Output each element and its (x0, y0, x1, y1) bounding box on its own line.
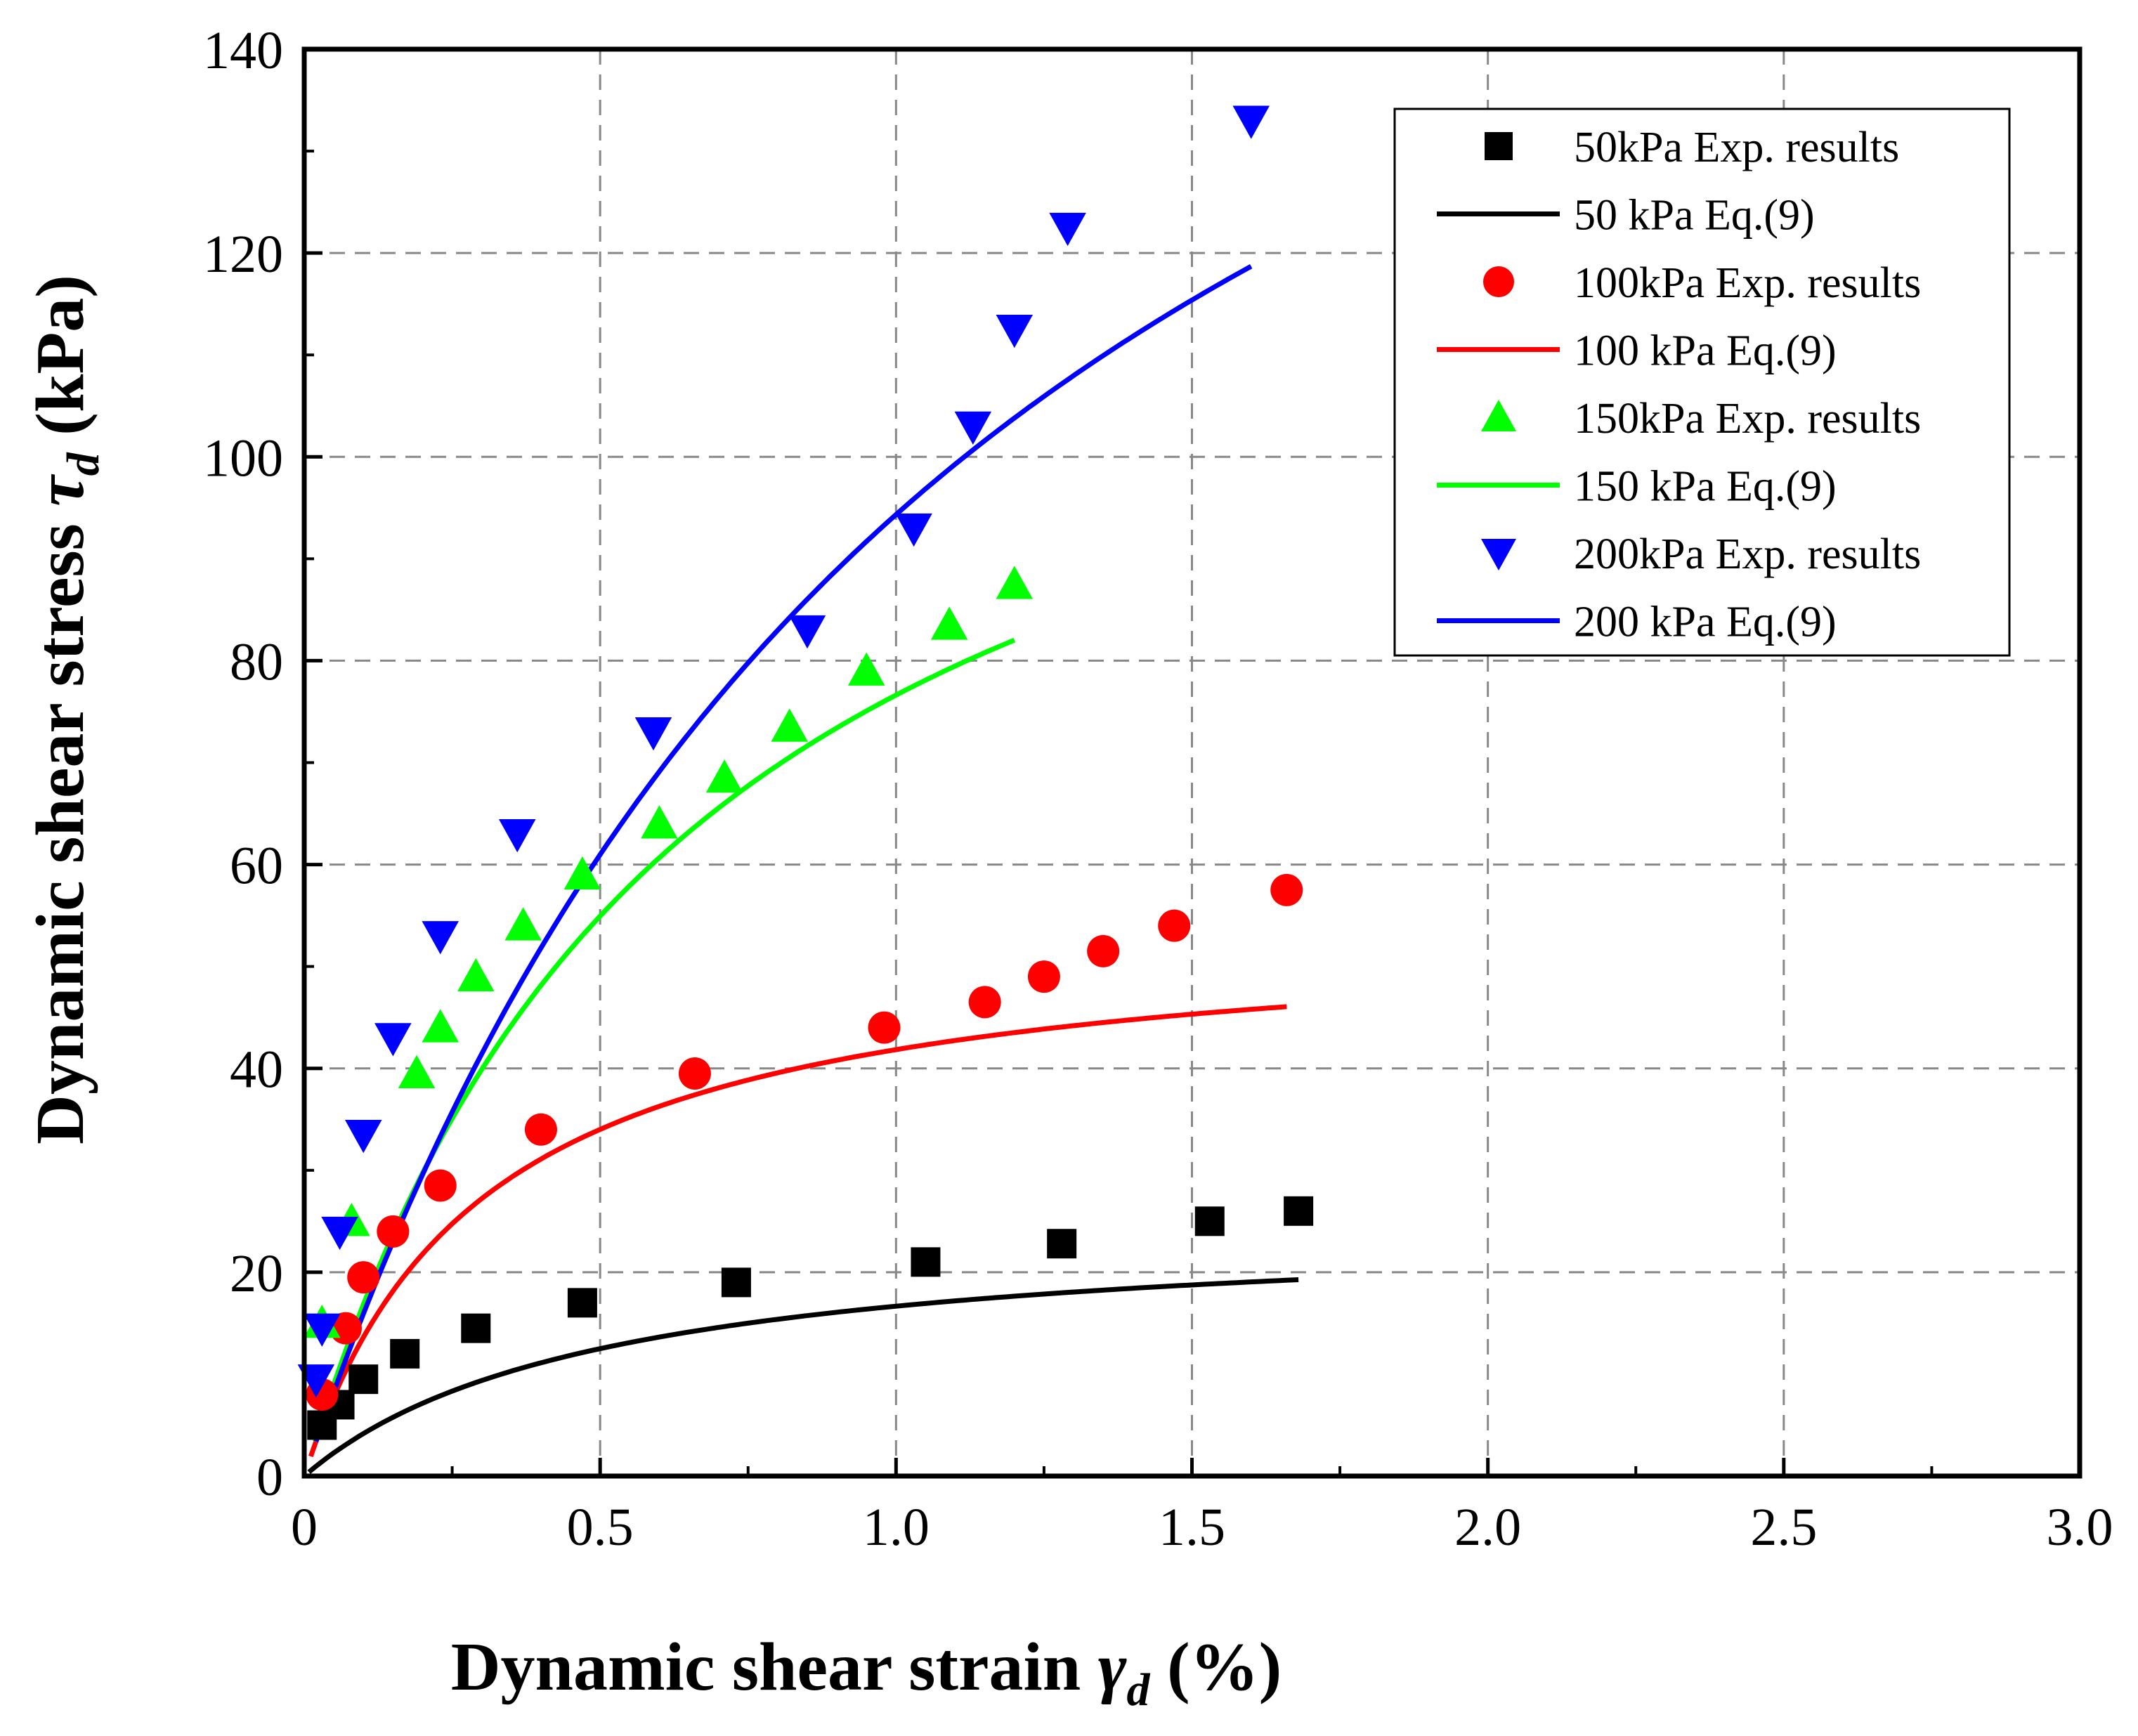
fit-curves (307, 264, 1299, 1475)
legend: 50kPa Exp. results 50 kPa Eq.(9) 100kPa Ex… (1393, 107, 2011, 657)
data-point-s4-4 (374, 1023, 412, 1057)
legend-label-0: 50kPa Exp. results (1574, 124, 1899, 171)
data-point-s2-5 (524, 1113, 557, 1146)
x-tick-label-6: 3.0 (2047, 1498, 2113, 1557)
data-point-s3-4 (457, 958, 495, 992)
y-axis-title-main: Dynamic shear stress (22, 507, 98, 1144)
x-axis-title: Dynamic shear strain γd (%) (451, 1629, 1282, 1716)
data-point-s2-4 (424, 1169, 457, 1202)
legend-swatch-6 (1481, 539, 1516, 570)
data-point-s3-11 (930, 606, 968, 640)
data-point-s3-2 (398, 1055, 436, 1088)
y-axis-title-symbol: τ (22, 474, 98, 507)
minor-ticks (304, 150, 1934, 1476)
data-point-s1-7 (911, 1247, 941, 1277)
data-point-s4-3 (344, 1120, 382, 1154)
legend-label-5: 150 kPa Eq.(9) (1574, 463, 1837, 511)
x-tick-label-3: 1.5 (1159, 1498, 1225, 1557)
data-point-s2-10 (1087, 934, 1120, 967)
data-points (297, 105, 1314, 1440)
x-tick-label-4: 2.0 (1454, 1498, 1521, 1557)
data-point-s1-6 (721, 1267, 751, 1298)
data-point-s2-2 (347, 1261, 380, 1294)
data-point-s2-6 (678, 1057, 711, 1090)
data-point-s3-7 (641, 805, 678, 839)
data-point-s4-11 (996, 314, 1034, 348)
data-point-s1-4 (461, 1313, 491, 1343)
y-tick-label-7: 140 (203, 21, 283, 80)
y-axis-title: Dynamic shear stress τd (kPa) (22, 275, 109, 1144)
y-tick-label-0: 0 (256, 1448, 283, 1507)
data-point-s4-10 (954, 411, 992, 445)
x-tick-label-0: 0 (291, 1498, 318, 1557)
legend-label-2: 100kPa Exp. results (1574, 259, 1921, 307)
data-point-s1-2 (348, 1364, 379, 1395)
y-tick-label-5: 100 (203, 429, 283, 488)
data-point-s3-6 (563, 856, 601, 890)
data-point-s1-3 (390, 1338, 420, 1369)
data-point-s4-5 (422, 921, 459, 955)
data-point-s1-8 (1047, 1229, 1077, 1259)
legend-label-7: 200 kPa Eq.(9) (1574, 599, 1837, 646)
x-tick-label-1: 0.5 (567, 1498, 634, 1557)
data-point-s2-9 (1027, 960, 1060, 993)
data-point-s3-3 (422, 1009, 459, 1043)
data-point-s2-11 (1158, 909, 1191, 942)
y-axis-title-subscript: d (58, 452, 109, 476)
y-axis-title-unit: (kPa) (22, 275, 98, 452)
legend-label-1: 50 kPa Eq.(9) (1574, 192, 1815, 240)
data-point-s2-8 (968, 986, 1001, 1019)
major-ticks (302, 47, 2082, 1478)
data-point-s4-8 (788, 615, 826, 649)
x-axis-title-unit: (%) (1150, 1629, 1282, 1705)
legend-swatch-2 (1483, 266, 1514, 297)
data-point-s3-5 (504, 907, 542, 941)
data-point-s1-9 (1194, 1206, 1225, 1236)
data-point-s2-7 (868, 1011, 901, 1044)
data-point-s4-7 (634, 717, 672, 751)
y-tick-label-6: 120 (203, 225, 283, 284)
y-tick-label-3: 60 (230, 837, 283, 896)
data-point-s4-2 (321, 1216, 358, 1251)
data-point-s3-9 (771, 708, 808, 742)
legend-label-3: 100 kPa Eq.(9) (1574, 327, 1837, 375)
y-tick-label-2: 40 (230, 1040, 283, 1099)
data-point-s4-1 (304, 1313, 341, 1347)
legend-label-4: 150kPa Exp. results (1574, 395, 1921, 443)
x-axis-title-subscript: d (1127, 1664, 1151, 1716)
data-point-s4-9 (895, 513, 932, 547)
data-point-s3-8 (705, 759, 743, 793)
y-tick-label-1: 20 (230, 1244, 283, 1303)
legend-swatch-4 (1481, 400, 1516, 431)
data-point-s2-3 (377, 1215, 410, 1248)
data-point-s2-12 (1270, 873, 1303, 906)
data-point-s3-10 (847, 652, 885, 686)
x-tick-label-2: 1.0 (863, 1498, 930, 1557)
data-point-s4-13 (1232, 105, 1270, 139)
x-axis-title-main: Dynamic shear strain (451, 1629, 1098, 1705)
data-point-s4-6 (498, 819, 536, 853)
x-tick-label-5: 2.5 (1750, 1498, 1817, 1557)
x-axis-title-symbol: γ (1098, 1629, 1127, 1705)
data-point-s1-5 (567, 1288, 597, 1318)
fit-curve-4 (313, 264, 1253, 1442)
legend-label-6: 200kPa Exp. results (1574, 530, 1921, 578)
y-tick-label-4: 80 (230, 632, 283, 691)
fit-curve-2 (308, 1004, 1287, 1458)
fit-curve-1 (307, 1277, 1299, 1475)
y-tick-labels: 0 20 40 60 80 100 120 140 (203, 21, 283, 1507)
data-point-s3-12 (996, 566, 1034, 599)
x-tick-labels: 0 0.5 1.0 1.5 2.0 2.5 3.0 (291, 1498, 2113, 1557)
data-point-s4-12 (1049, 212, 1086, 247)
data-point-s1-10 (1284, 1196, 1314, 1226)
data-point-s4-0 (297, 1364, 335, 1398)
legend-swatch-0 (1485, 132, 1513, 160)
